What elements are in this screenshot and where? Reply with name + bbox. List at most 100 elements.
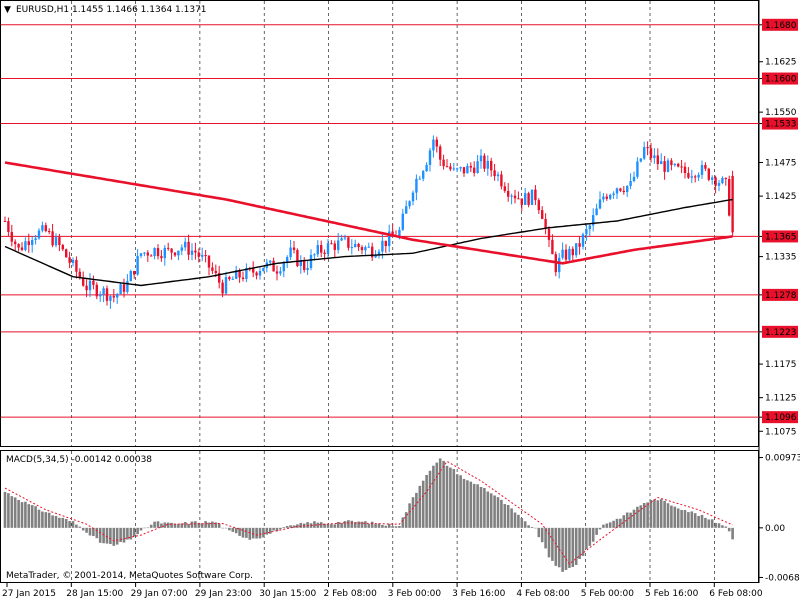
candle-body: [119, 284, 122, 294]
candle-body: [269, 260, 272, 263]
macd-bar: [153, 521, 156, 528]
candle-body: [296, 249, 299, 267]
macd-bar: [425, 475, 428, 528]
time-label: 3 Feb 00:00: [388, 589, 442, 599]
candle-body: [180, 247, 183, 251]
macd-bar: [581, 527, 585, 556]
candle-body: [605, 196, 608, 199]
candle-body: [602, 196, 605, 200]
symbol-arrow-icon[interactable]: ▼: [4, 5, 11, 15]
price-label: 1.1335: [765, 253, 797, 263]
candle-body: [116, 293, 119, 298]
level-label-box: [762, 288, 798, 301]
macd-bar: [333, 524, 337, 528]
macd-bar: [700, 514, 704, 528]
macd-bar: [190, 521, 194, 528]
macd-bar: [384, 525, 388, 528]
candle-body: [479, 155, 483, 162]
candle-body: [129, 271, 132, 282]
candle-body: [65, 249, 68, 258]
candle-body: [724, 177, 727, 180]
candle-body: [384, 240, 387, 247]
candle-body: [337, 240, 340, 250]
candle-body: [473, 167, 476, 174]
candle-body: [316, 245, 319, 255]
macd-bar: [554, 527, 558, 566]
candle-body: [44, 225, 47, 232]
candle-body: [7, 221, 10, 232]
ma-slow-line: [4, 198, 733, 287]
macd-bar: [455, 474, 459, 528]
macd-bar: [105, 527, 109, 544]
macd-bar: [506, 505, 510, 528]
candle-body: [173, 252, 177, 256]
level-label-box: [762, 411, 798, 424]
candle-body: [663, 161, 666, 172]
price-label: 1.1125: [765, 394, 797, 404]
candle-body: [54, 237, 58, 246]
macd-bar: [78, 526, 82, 528]
macd-bar: [619, 518, 622, 528]
macd-bar: [326, 523, 330, 528]
macd-bar: [296, 524, 299, 528]
macd-bar: [557, 527, 561, 568]
candle-body: [306, 268, 309, 270]
candle-body: [187, 241, 190, 255]
candle-body: [24, 241, 27, 250]
candle-body: [364, 247, 367, 251]
macd-bar: [687, 512, 690, 528]
macd-bar: [486, 491, 490, 528]
macd-bar: [370, 521, 374, 528]
candle-body: [112, 296, 115, 298]
candle-body: [680, 166, 683, 168]
macd-bar: [520, 517, 524, 528]
macd-bar: [248, 527, 252, 540]
candlesticks: [3, 135, 734, 309]
macd-bar: [605, 523, 609, 528]
macd-bar: [697, 515, 700, 528]
macd-bar: [272, 527, 275, 531]
candle-body: [459, 167, 462, 169]
macd-bar: [265, 527, 269, 535]
candle-body: [238, 269, 241, 278]
moving-averages: [4, 161, 733, 287]
candle-body: [673, 163, 676, 166]
candle-body: [139, 253, 143, 256]
macd-bar: [92, 527, 95, 537]
candle-body: [666, 160, 670, 172]
level-label: 1.1096: [765, 413, 797, 423]
candle-body: [150, 255, 153, 257]
candle-body: [48, 231, 51, 233]
macd-bar: [591, 527, 595, 542]
macd-bar: [30, 505, 34, 528]
macd-label: 0.00973: [765, 454, 800, 464]
macd-bar: [241, 527, 245, 538]
macd-bar: [149, 524, 153, 528]
candle-body: [728, 179, 731, 216]
candle-body: [102, 288, 105, 295]
macd-bar: [483, 487, 486, 528]
macd-header: MACD(5,34,5) -0.00142 0.00038: [6, 455, 152, 465]
level-label-box: [762, 18, 798, 31]
candle-body: [432, 139, 435, 151]
candle-body: [374, 255, 377, 258]
macd-bar: [217, 523, 221, 528]
macd-bar: [146, 527, 150, 529]
level-label: 1.1533: [765, 120, 797, 130]
candle-body: [571, 248, 574, 256]
macd-bar: [693, 513, 697, 528]
macd-bar: [37, 509, 41, 528]
macd-bar: [163, 522, 167, 528]
macd-bar: [404, 512, 408, 528]
macd-label: 0.00: [765, 524, 785, 534]
macd-bar: [58, 517, 61, 528]
candle-body: [503, 186, 506, 191]
macd-bar: [466, 480, 469, 528]
candle-body: [160, 256, 163, 259]
macd-bar: [166, 522, 170, 528]
macd-bar: [64, 518, 68, 528]
candle-body: [619, 188, 622, 191]
macd-bar: [204, 521, 207, 528]
level-label-box: [762, 117, 798, 130]
